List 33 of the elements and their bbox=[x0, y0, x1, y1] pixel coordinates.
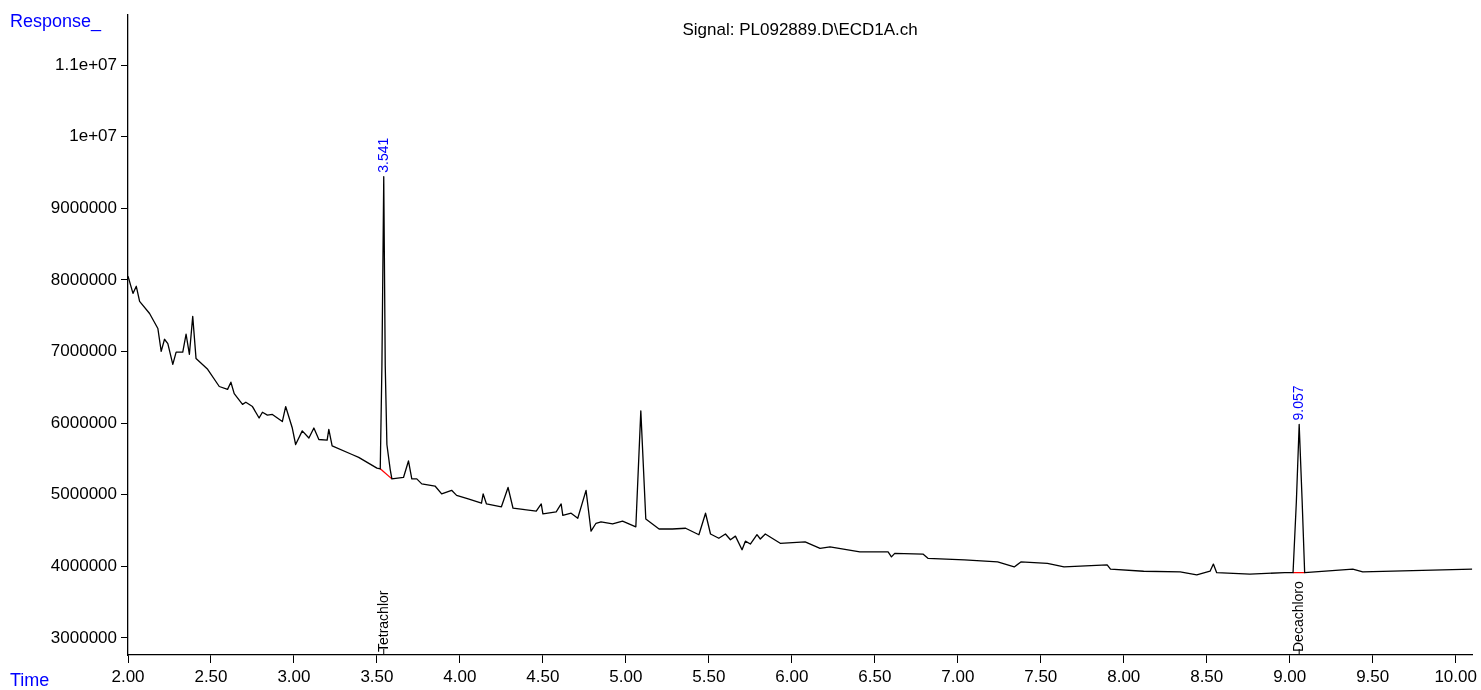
y-axis-title: Response_ bbox=[10, 10, 103, 32]
y-tick-label: 7000000 bbox=[50, 341, 117, 361]
y-tick-label: 8000000 bbox=[50, 269, 117, 289]
x-tick-label: 2.50 bbox=[194, 666, 228, 686]
x-tick-label: 7.50 bbox=[1024, 666, 1058, 686]
y-tick-label: 3000000 bbox=[50, 627, 117, 647]
y-tick-label: 9000000 bbox=[50, 197, 117, 217]
x-axis-title: Time bbox=[10, 669, 50, 690]
ref-line-label: Tetrachlor bbox=[374, 590, 391, 652]
x-tick-label: 6.00 bbox=[775, 666, 809, 686]
x-tick-label: 8.50 bbox=[1190, 666, 1224, 686]
y-tick-label: 6000000 bbox=[50, 412, 117, 432]
x-tick-label: 5.50 bbox=[692, 666, 726, 686]
x-tick-label: 4.50 bbox=[526, 666, 560, 686]
x-tick-label: 4.00 bbox=[443, 666, 477, 686]
x-tick-label: 7.00 bbox=[941, 666, 975, 686]
x-tick-label: 6.50 bbox=[858, 666, 892, 686]
y-tick-label: 4000000 bbox=[50, 555, 117, 575]
x-tick-label: 9.50 bbox=[1356, 666, 1390, 686]
x-tick-label: 2.00 bbox=[111, 666, 145, 686]
x-tick-label: 3.00 bbox=[277, 666, 311, 686]
y-tick-label: 1e+07 bbox=[69, 126, 117, 146]
x-tick-label: 8.00 bbox=[1107, 666, 1141, 686]
chart-title: Signal: PL092889.D\ECD1A.ch bbox=[682, 19, 918, 39]
annotation: 3.541 bbox=[374, 137, 391, 173]
x-tick-label: 5.00 bbox=[609, 666, 643, 686]
y-tick-label: 5000000 bbox=[50, 484, 117, 504]
x-tick-label: 9.00 bbox=[1273, 666, 1307, 686]
y-tick-label: 1.1e+07 bbox=[55, 54, 117, 74]
x-tick-label: 10.00 bbox=[1434, 666, 1477, 686]
x-tick-label: 3.50 bbox=[360, 666, 394, 686]
ref-line-label: Decachloro bbox=[1290, 580, 1307, 652]
annotation: 9.057 bbox=[1290, 385, 1307, 421]
